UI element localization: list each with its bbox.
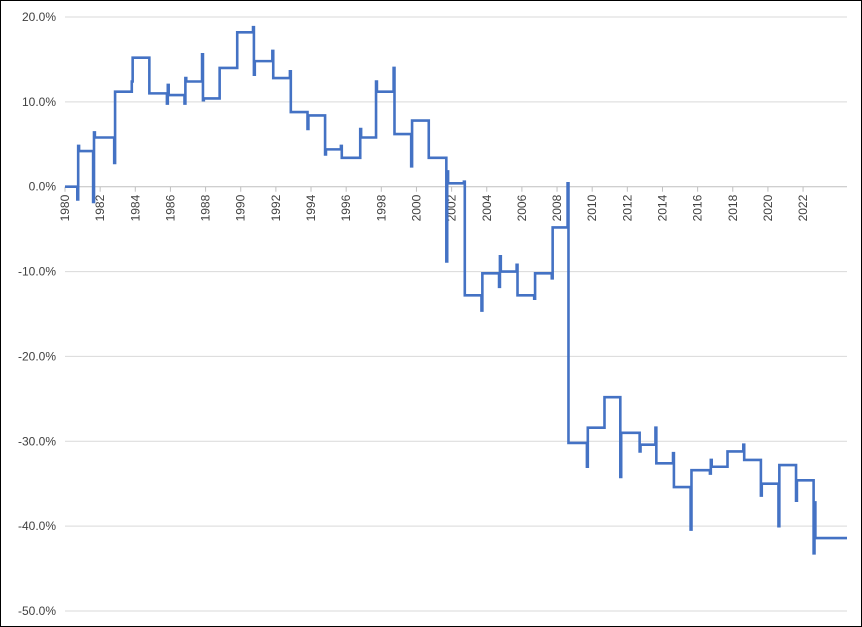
x-tick-label: 2014 — [655, 194, 669, 221]
x-tick-label: 2004 — [480, 194, 494, 221]
x-tick-label: 1996 — [339, 194, 353, 221]
y-tick-label: 20.0% — [22, 10, 56, 24]
x-tick-label: 1998 — [374, 194, 388, 221]
y-axis: 20.0% 10.0% 0.0% -10.0% -20.0% -30.0% -40.0% -5… — [18, 10, 56, 618]
y-tick-label: 0.0% — [29, 180, 57, 194]
y-tick-label: 10.0% — [22, 95, 56, 109]
x-tick-label: 2012 — [620, 194, 634, 221]
y-tick-label: -10.0% — [18, 265, 56, 279]
y-tick-label: -50.0% — [18, 604, 56, 618]
x-tick-label: 2006 — [515, 194, 529, 221]
series-layer — [65, 25, 847, 555]
x-tick-label: 1986 — [163, 194, 177, 221]
y-tick-label: -20.0% — [18, 349, 56, 363]
x-tick-label: 1982 — [93, 194, 107, 221]
x-tick-label: 2010 — [585, 194, 599, 221]
x-tick-label: 1990 — [234, 194, 248, 221]
x-tick-label: 1988 — [199, 194, 213, 221]
x-tick-label: 2020 — [761, 194, 775, 221]
x-tick-label: 1994 — [304, 194, 318, 221]
gridlines — [65, 16, 847, 612]
series-line-0 — [65, 25, 847, 555]
x-tick-label: 2022 — [796, 194, 810, 221]
x-tick-label: 1980 — [58, 194, 72, 221]
x-tick-label: 2016 — [691, 194, 705, 221]
y-tick-label: -30.0% — [18, 434, 56, 448]
y-tick-label: -40.0% — [18, 519, 56, 533]
x-axis: 1980 1982 1984 1986 1988 1990 1992 1994 1996 1998… — [58, 186, 810, 221]
x-tick-label: 2018 — [726, 194, 740, 221]
x-tick-label: 2008 — [550, 194, 564, 221]
x-tick-label: 2000 — [409, 194, 423, 221]
x-tick-label: 1984 — [128, 194, 142, 221]
x-tick-label: 1992 — [269, 194, 283, 221]
